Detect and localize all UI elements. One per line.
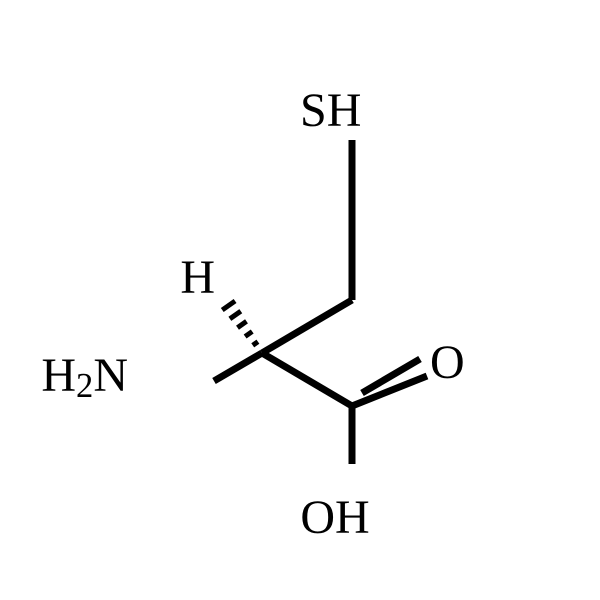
atom-label-oh: OH [300,490,369,545]
atom-label-nh2: H2N [41,348,128,403]
atom-label-sh: SH [300,83,361,138]
atom-label-o2: O [430,335,465,390]
atom-label-h: H [180,250,215,305]
